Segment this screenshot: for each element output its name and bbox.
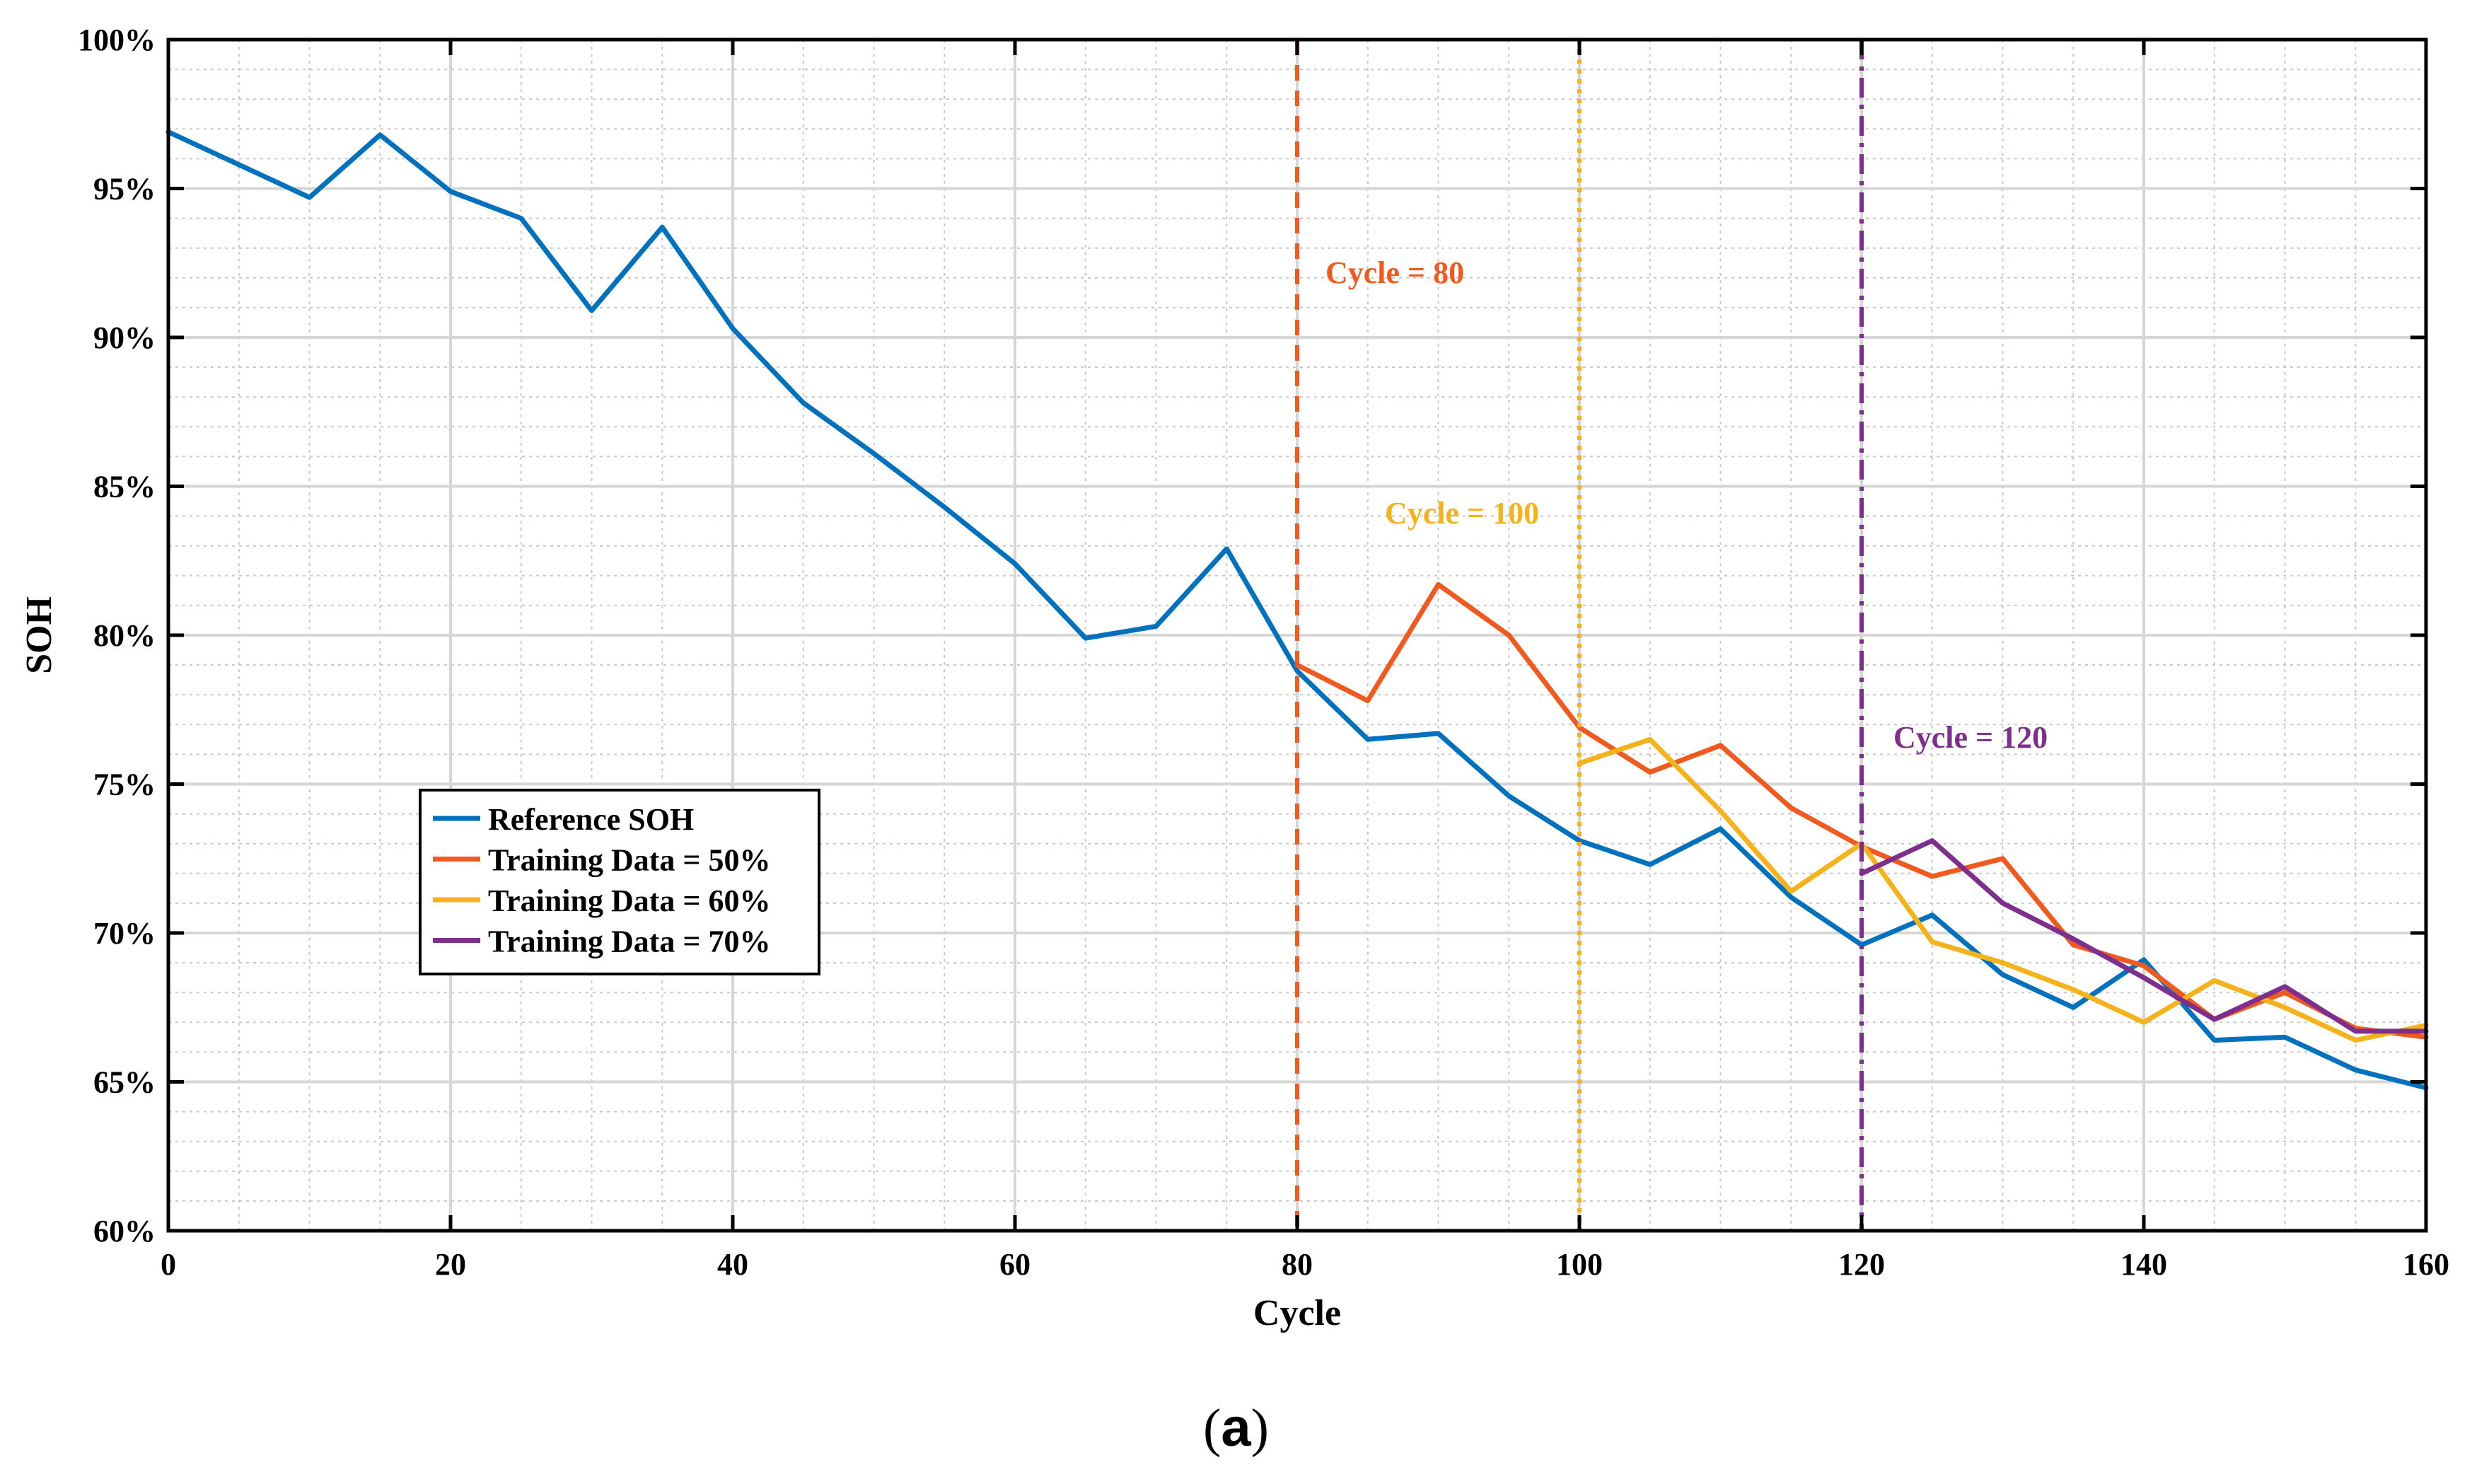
legend: Reference SOH Training Data = 50% Training… — [419, 789, 820, 975]
legend-label-reference-soh: Reference SOH — [488, 802, 694, 837]
legend-label-training-data-70: Training Data = 70% — [488, 924, 771, 959]
y-tick-label: 95% — [93, 172, 156, 207]
caption-letter: a — [1221, 1398, 1251, 1458]
caption-open: ( — [1203, 1398, 1222, 1458]
y-axis-label: SOH — [19, 596, 59, 674]
vline-label-cycle-120: Cycle = 120 — [1893, 720, 2048, 755]
grid — [168, 40, 2426, 1231]
x-tick-label: 100 — [1556, 1247, 1603, 1282]
x-tick-label: 140 — [2120, 1247, 2167, 1282]
legend-label-training-data-50: Training Data = 50% — [488, 843, 771, 878]
y-tick-label: 75% — [93, 767, 156, 802]
cycle-markers: Cycle = 80 Cycle = 100 Cycle = 120 — [1295, 40, 2048, 1231]
y-tick-label: 85% — [93, 470, 156, 504]
x-tick-label: 160 — [2403, 1247, 2449, 1282]
y-tick-label: 70% — [93, 916, 156, 951]
y-tick-label: 100% — [78, 23, 156, 57]
x-tick-label: 120 — [1838, 1247, 1885, 1282]
y-tick-label: 90% — [93, 320, 156, 355]
x-tick-label: 0 — [161, 1247, 176, 1282]
y-tick-label: 60% — [93, 1214, 156, 1248]
axes: 0 20 40 60 80 100 120 140 160 60% 65% 70% 75% 80% 85% 9… — [19, 23, 2449, 1333]
x-tick-label: 80 — [1282, 1247, 1313, 1282]
legend-box — [419, 789, 820, 975]
series-line-reference-soh — [166, 129, 2429, 1091]
vline-label-cycle-100: Cycle = 100 — [1385, 496, 1539, 531]
x-tick-label: 40 — [717, 1247, 748, 1282]
vline-label-cycle-80: Cycle = 80 — [1325, 255, 1464, 290]
legend-label-training-data-60: Training Data = 60% — [488, 883, 771, 918]
series-line-training-data-70 — [1859, 838, 2429, 1034]
y-tick-label: 65% — [93, 1065, 156, 1100]
y-tick-label: 80% — [93, 618, 156, 653]
figure-caption: (a) — [0, 1397, 2472, 1459]
x-axis-label: Cycle — [1253, 1293, 1341, 1333]
caption-close: ) — [1250, 1398, 1269, 1458]
x-tick-label: 60 — [999, 1247, 1031, 1282]
series-line-training-data-60 — [1577, 736, 2429, 1043]
x-tick-label: 20 — [435, 1247, 466, 1282]
